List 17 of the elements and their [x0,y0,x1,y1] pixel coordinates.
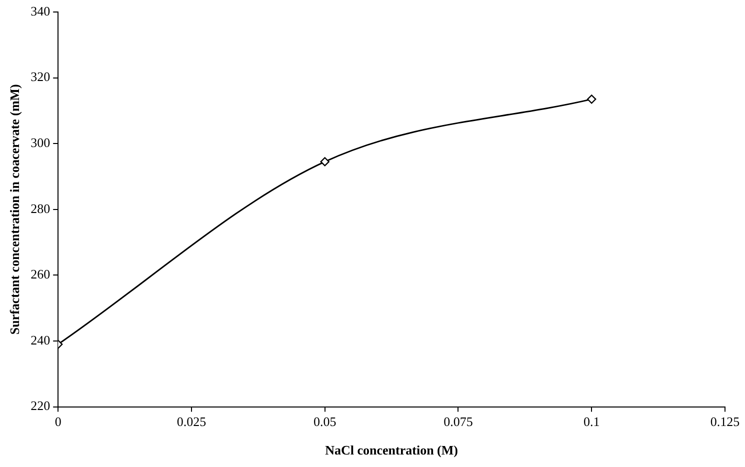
y-tick-label: 340 [30,3,50,18]
x-tick-label: 0.125 [710,414,740,430]
y-axis-title: Surfactant concentration in coacervate (mM) [7,84,22,335]
y-tick-label: 300 [30,135,50,150]
x-tick-label: 0.1 [583,414,600,430]
y-tick-label: 240 [30,332,50,348]
y-tick-label: 320 [30,69,50,84]
y-tick-label: 220 [30,398,50,414]
x-tick-label: 0.025 [176,414,206,430]
x-tick-label: 0 [54,414,62,430]
y-tick-label: 280 [30,200,50,216]
y-tick-label: 260 [30,266,50,282]
x-axis-title: NaCl concentration (M) [325,442,458,458]
point [587,94,596,104]
point [320,157,330,166]
x-tick-label: 0.05 [313,414,336,430]
x-tick-label: 0.075 [444,414,473,430]
